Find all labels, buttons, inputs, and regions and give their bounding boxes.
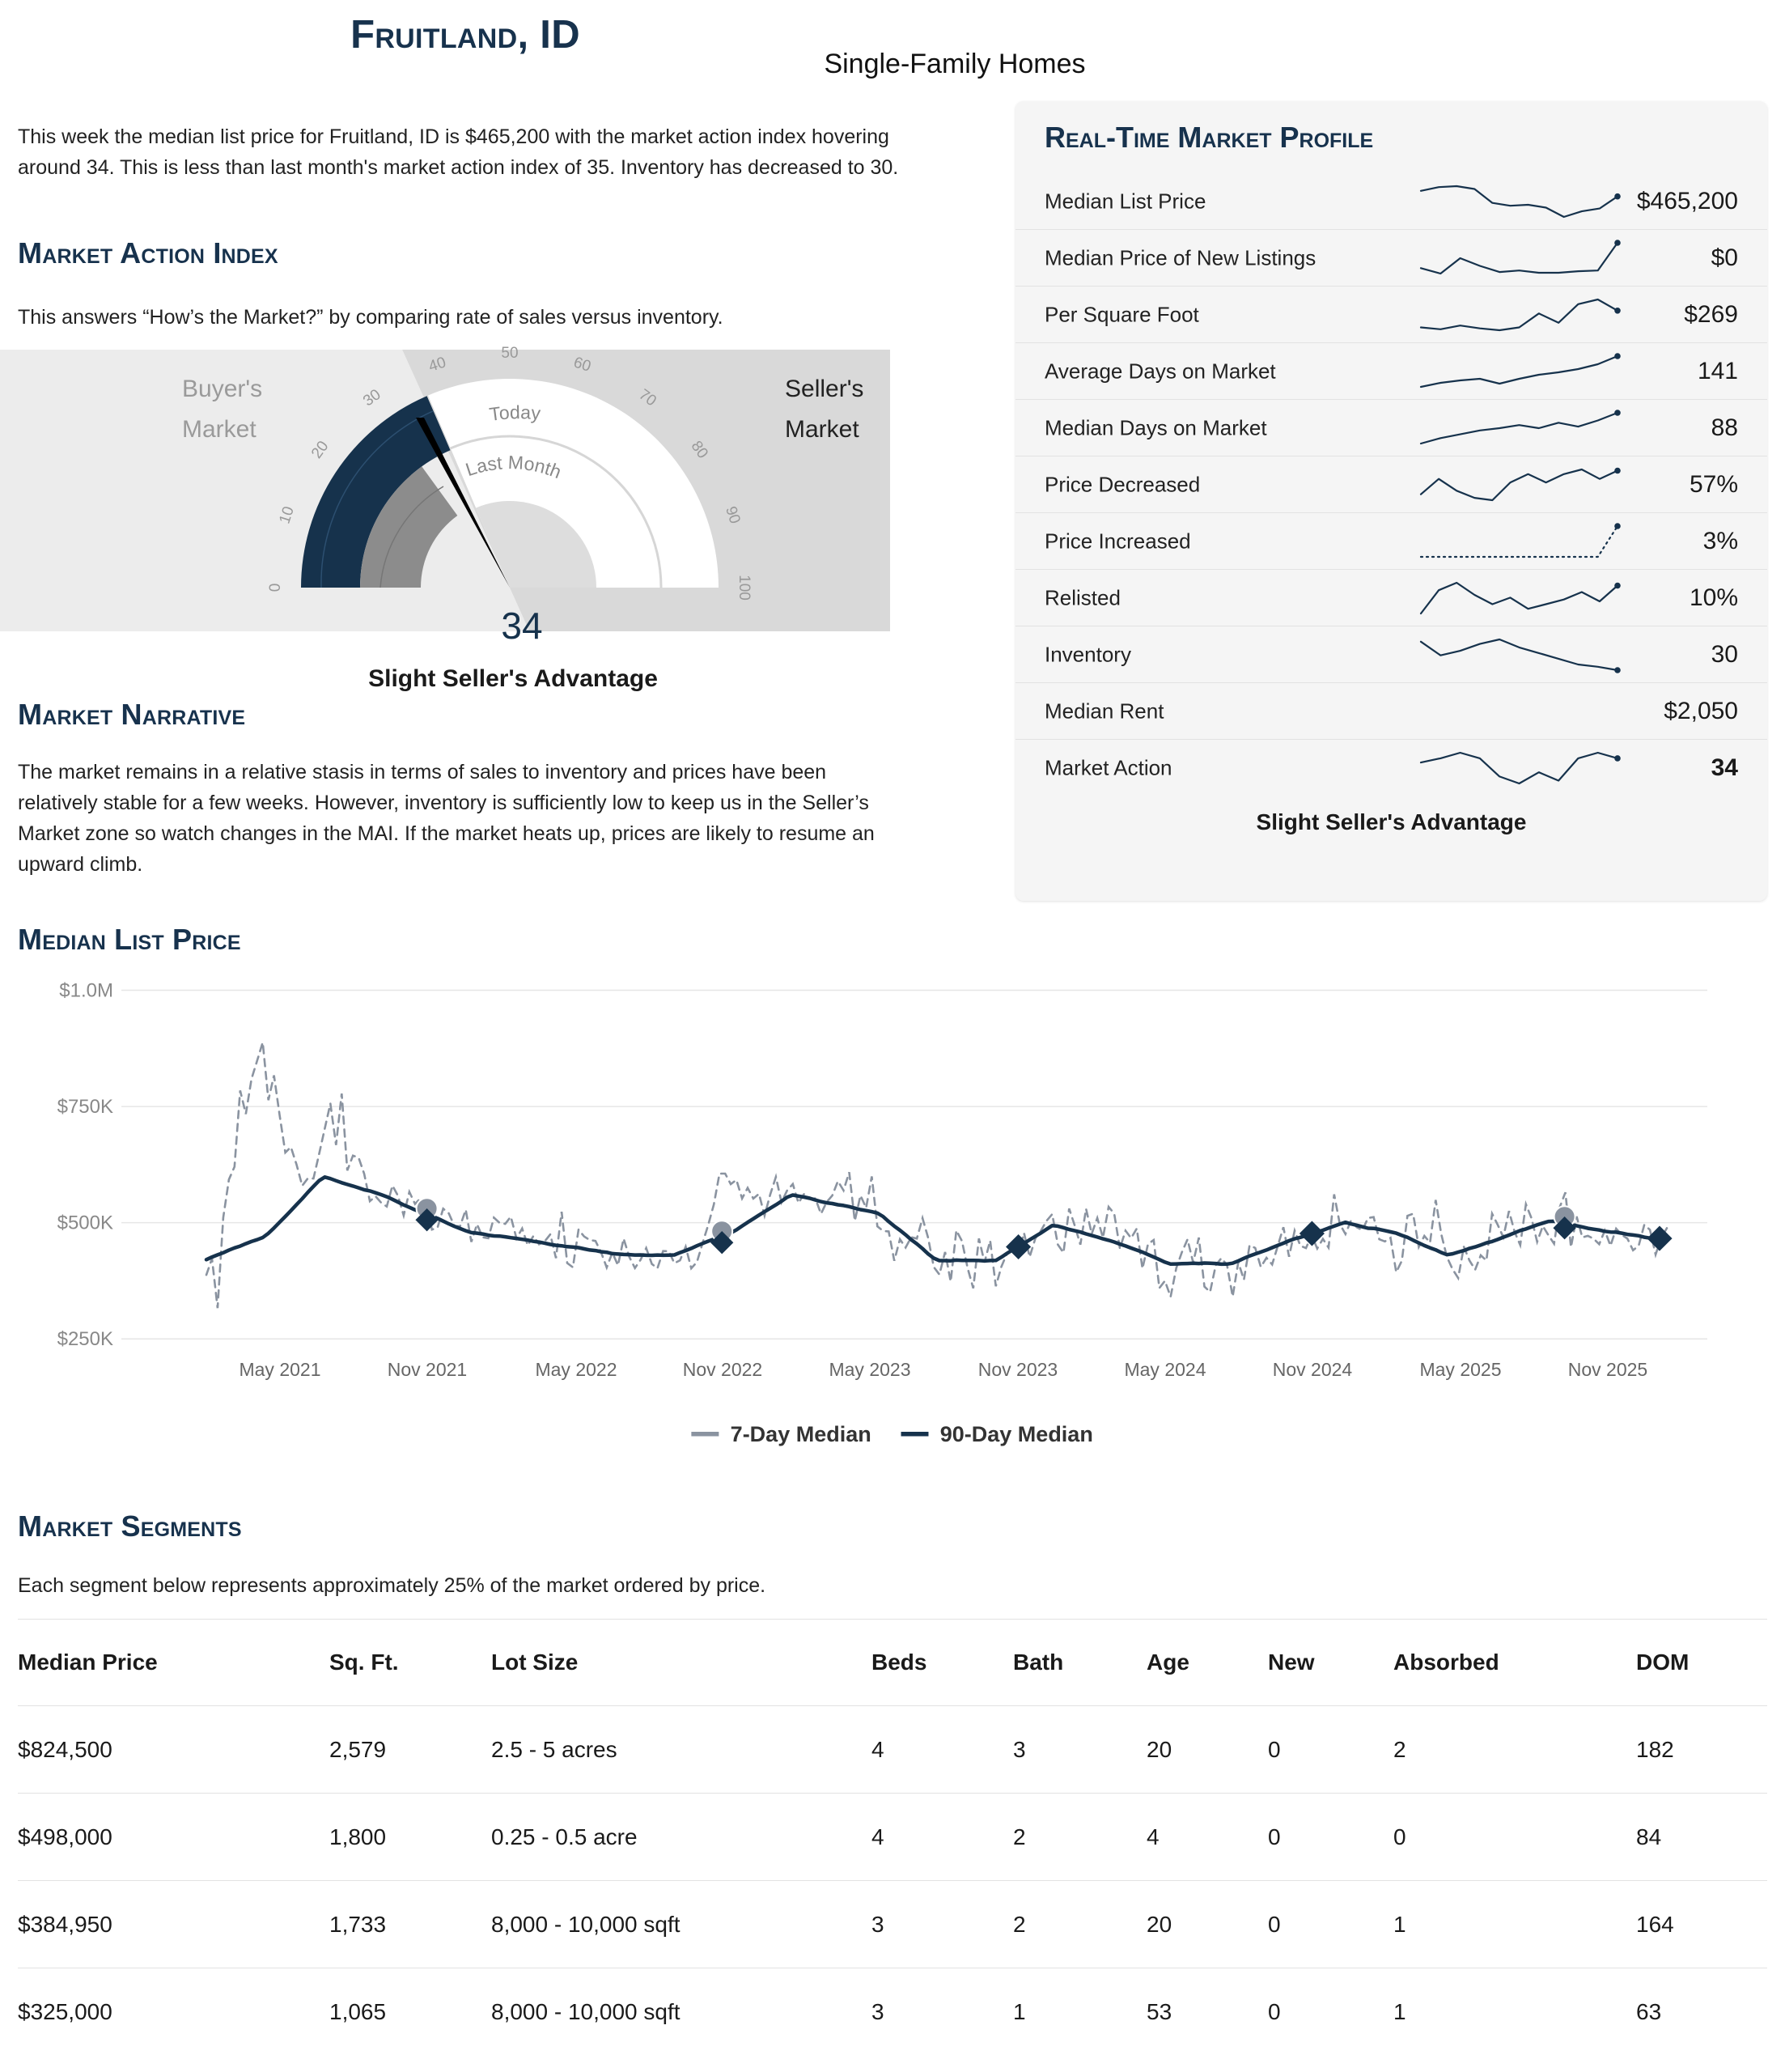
svg-text:0: 0 — [267, 584, 284, 592]
svg-text:May 2024: May 2024 — [1124, 1359, 1206, 1380]
svg-text:Market: Market — [182, 416, 257, 443]
svg-text:Today: Today — [488, 401, 542, 425]
svg-text:$250K: $250K — [57, 1328, 113, 1350]
svg-text:$500K: $500K — [57, 1212, 113, 1234]
svg-text:Nov 2021: Nov 2021 — [388, 1359, 467, 1380]
svg-text:Market: Market — [785, 416, 859, 443]
svg-text:Nov 2023: Nov 2023 — [978, 1359, 1058, 1380]
svg-text:Buyer's: Buyer's — [182, 376, 262, 402]
svg-text:Nov 2025: Nov 2025 — [1568, 1359, 1647, 1380]
svg-text:50: 50 — [501, 345, 518, 362]
svg-text:Nov 2022: Nov 2022 — [683, 1359, 762, 1380]
svg-text:Seller's: Seller's — [785, 376, 863, 402]
svg-text:Nov 2024: Nov 2024 — [1273, 1359, 1353, 1380]
svg-text:May 2021: May 2021 — [239, 1359, 320, 1380]
svg-text:May 2023: May 2023 — [829, 1359, 910, 1380]
svg-text:May 2025: May 2025 — [1419, 1359, 1501, 1380]
svg-text:100: 100 — [736, 575, 753, 601]
svg-text:$1.0M: $1.0M — [59, 980, 113, 1002]
svg-text:34: 34 — [501, 605, 542, 647]
svg-text:May 2022: May 2022 — [535, 1359, 617, 1380]
svg-text:$750K: $750K — [57, 1096, 113, 1118]
